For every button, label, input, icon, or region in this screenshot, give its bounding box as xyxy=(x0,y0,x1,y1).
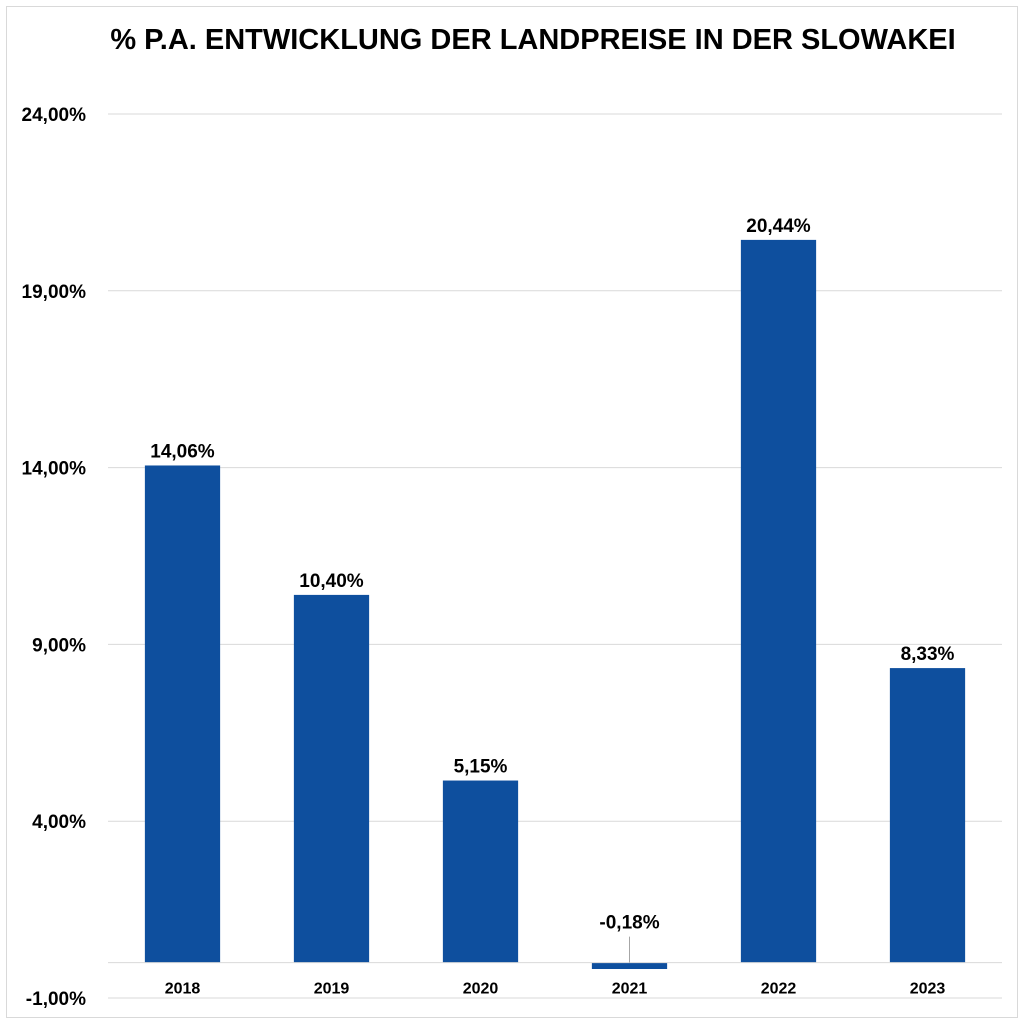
data-label: -0,18% xyxy=(599,913,659,934)
y-axis-ticks: -1,00% 4,00% 9,00% 14,00% 19,00% 24,00% xyxy=(22,105,87,1010)
data-label: 14,06% xyxy=(150,441,215,462)
bar-2023 xyxy=(889,668,966,963)
chart-title: % P.A. ENTWICKLUNG DER LANDPREISE IN DER… xyxy=(110,24,955,56)
gridlines xyxy=(108,113,1002,999)
y-tick-label: -1,00% xyxy=(26,989,86,1010)
data-labels: 14,06% 10,40% 5,15% -0,18% 20,44% 8,33% xyxy=(150,216,955,963)
x-tick-label: 2020 xyxy=(463,981,499,998)
x-tick-label: 2019 xyxy=(314,981,350,998)
bar-2018 xyxy=(144,465,221,963)
data-label: 8,33% xyxy=(901,644,955,665)
y-tick-label: 14,00% xyxy=(22,459,87,480)
x-tick-label: 2022 xyxy=(761,981,797,998)
bars xyxy=(144,239,966,970)
y-tick-label: 4,00% xyxy=(32,812,86,833)
x-axis-ticks: 2018 2019 2020 2021 2022 2023 xyxy=(165,981,946,998)
y-tick-label: 24,00% xyxy=(22,105,87,126)
data-label: 10,40% xyxy=(299,571,364,592)
bar-2022 xyxy=(740,239,817,963)
x-tick-label: 2021 xyxy=(612,981,648,998)
x-tick-label: 2018 xyxy=(165,981,201,998)
data-label: 20,44% xyxy=(746,216,811,237)
bar-2020 xyxy=(442,780,519,963)
bar-2021 xyxy=(591,962,668,970)
y-tick-label: 19,00% xyxy=(22,282,87,303)
bar-2019 xyxy=(293,594,370,963)
x-tick-label: 2023 xyxy=(910,981,946,998)
data-label: 5,15% xyxy=(454,757,508,778)
y-tick-label: 9,00% xyxy=(32,635,86,656)
